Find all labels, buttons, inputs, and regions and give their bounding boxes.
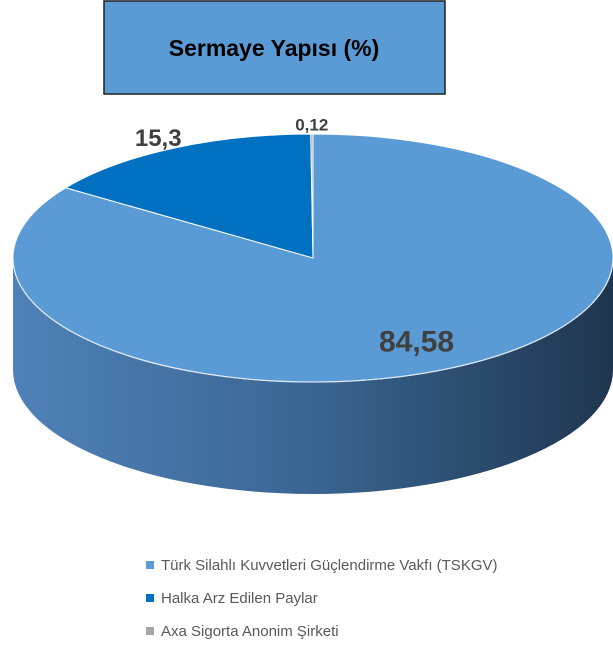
data-label: 0,12 bbox=[295, 116, 328, 135]
legend-label: Türk Silahlı Kuvvetleri Güçlendirme Vakf… bbox=[161, 557, 498, 574]
data-label: 84,58 bbox=[379, 326, 454, 359]
pie-slice bbox=[310, 133, 314, 259]
legend: Türk Silahlı Kuvvetleri Güçlendirme Vakf… bbox=[146, 557, 498, 640]
pie-slice bbox=[64, 133, 314, 259]
title-box bbox=[103, 0, 446, 95]
legend-label: Halka Arz Edilen Paylar bbox=[161, 590, 318, 607]
pie-side bbox=[13, 258, 613, 494]
legend-swatch bbox=[146, 627, 154, 635]
legend-swatch bbox=[146, 561, 154, 569]
data-label: 15,3 bbox=[135, 125, 182, 152]
legend-label: Axa Sigorta Anonim Şirketi bbox=[161, 623, 339, 640]
pie-rim bbox=[12, 257, 613, 383]
pie: 84,58 15,3 0,12 bbox=[12, 116, 613, 494]
chart-title: Sermaye Yapısı (%) bbox=[169, 35, 380, 61]
legend-swatch bbox=[146, 594, 154, 602]
